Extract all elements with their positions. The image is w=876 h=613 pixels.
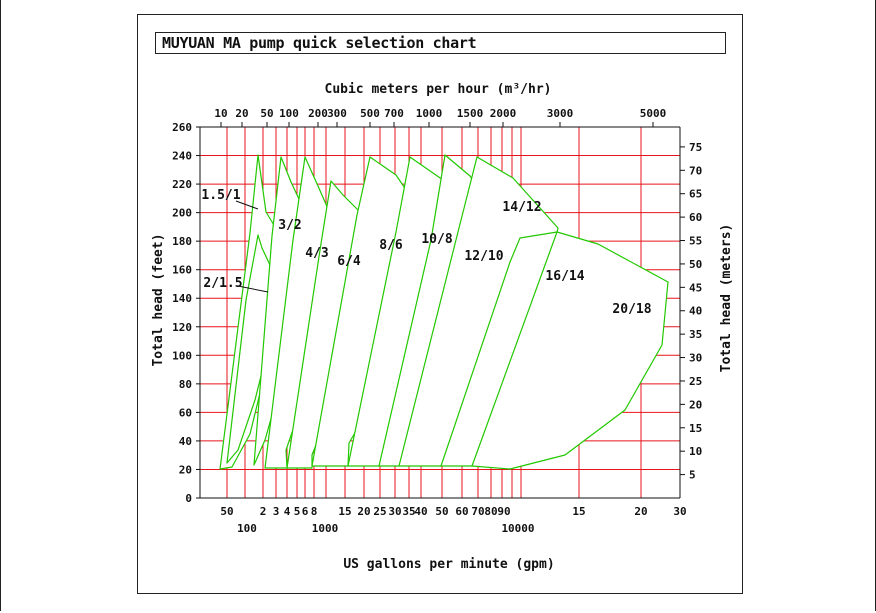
x-tick-label: 60 [455,505,468,518]
y-tick-label: 140 [172,292,192,305]
series-label-3-2: 3/2 [278,218,301,233]
top-axis-label: Cubic meters per hour (m³/hr) [325,82,552,97]
x-tick-label: 20 [634,505,647,518]
x-tick-label: 40 [414,505,427,518]
y-tick-label: 0 [185,492,192,505]
x-tick-label: 30 [673,505,686,518]
envelope-layer [219,154,669,470]
x2-tick-label: 300 [327,107,347,120]
series-label-1-5-1: 1.5/1 [201,188,240,203]
series-label-12-10: 12/10 [464,249,503,264]
right-axis-label: Total head (meters) [719,224,734,373]
bottom-axis-label: US gallons per minute (gpm) [343,557,554,572]
y-tick-label: 200 [172,207,192,220]
y2-tick-label: 40 [689,305,702,318]
y-tick-label: 240 [172,150,192,163]
tick-label-layer: 0204060801001201401601802002202402605101… [172,107,702,535]
x-tick-label: 4 [284,505,291,518]
leader-line-2-1-5 [237,285,269,293]
x-tick-label: 50 [435,505,448,518]
y2-tick-label: 60 [689,211,702,224]
y-tick-label: 60 [179,406,192,419]
x-tick-label: 6 [302,505,309,518]
series-label-6-4: 6/4 [337,254,361,269]
chart-title: MUYUAN MA pump quick selection chart [162,34,477,52]
title-box: MUYUAN MA pump quick selection chart [155,32,726,54]
series-label-2-1-5: 2/1.5 [203,276,242,291]
x2-tick-label: 3000 [547,107,574,120]
x2-tick-label: 500 [360,107,380,120]
y2-tick-label: 65 [689,188,702,201]
y-tick-label: 120 [172,321,192,334]
series-label-14-12: 14/12 [502,200,541,215]
series-label-layer: 1.5/1 2/1.5 3/2 4/3 6/4 8/6 10/8 12/10 14/12 16/1… [201,188,651,317]
y2-tick-label: 75 [689,141,702,154]
x-tick-label: 50 [220,505,233,518]
x-tick-label: 3 [273,505,280,518]
y2-tick-label: 30 [689,352,702,365]
y2-tick-label: 45 [689,281,702,294]
y-tick-label: 260 [172,121,192,134]
x-tick-label: 100 [237,522,257,535]
x2-tick-label: 10 [214,107,227,120]
x-tick-label: 25 [373,505,386,518]
y-tick-label: 100 [172,349,192,362]
x-tick-label: 8 [311,505,318,518]
y2-tick-label: 25 [689,375,702,388]
y2-tick-label: 20 [689,398,702,411]
x2-tick-label: 1000 [416,107,443,120]
x-tick-label: 90 [497,505,510,518]
x-tick-label: 35 [402,505,415,518]
y2-tick-label: 5 [689,469,696,482]
x-tick-label: 5 [294,505,301,518]
x2-tick-label: 700 [384,107,404,120]
x-tick-label: 2 [260,505,267,518]
y2-tick-label: 15 [689,422,702,435]
y2-tick-label: 70 [689,164,702,177]
y2-tick-label: 55 [689,235,702,248]
y2-tick-label: 50 [689,258,702,271]
y-tick-label: 220 [172,178,192,191]
x-tick-label: 10000 [501,522,534,535]
series-label-16-14: 16/14 [545,269,584,284]
envelope-20-18 [471,231,669,470]
x2-tick-label: 20 [235,107,248,120]
series-label-10-8: 10/8 [421,232,452,247]
y-tick-label: 180 [172,235,192,248]
series-label-8-6: 8/6 [379,238,403,253]
x-tick-label: 15 [338,505,351,518]
x-tick-label: 20 [357,505,370,518]
x-tick-label: 15 [572,505,585,518]
y-tick-label: 40 [179,435,192,448]
y2-tick-label: 35 [689,328,702,341]
x-tick-label: 30 [388,505,401,518]
x-tick-label: 80 [484,505,497,518]
leader-line-1-5-1 [235,200,259,210]
label-layer: Cubic meters per hour (m³/hr) US gallons… [151,82,734,572]
x2-tick-label: 1500 [457,107,484,120]
x2-tick-label: 100 [279,107,299,120]
x-tick-label: 70 [471,505,484,518]
x2-tick-label: 2000 [490,107,517,120]
y2-tick-label: 10 [689,445,702,458]
axis-layer [196,122,685,499]
x2-tick-label: 50 [260,107,273,120]
x-tick-label: 1000 [312,522,339,535]
y-tick-label: 80 [179,378,192,391]
series-label-4-3: 4/3 [305,246,328,261]
x2-tick-label: 200 [308,107,328,120]
y-tick-label: 20 [179,463,192,476]
left-axis-label: Total head (feet) [151,233,166,366]
y-tick-label: 160 [172,264,192,277]
x2-tick-label: 5000 [640,107,667,120]
series-label-20-18: 20/18 [612,302,651,317]
